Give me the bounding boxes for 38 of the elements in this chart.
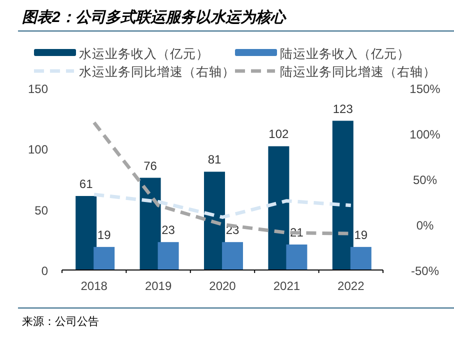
legend-label: 水运业务同比增速（右轴）	[79, 65, 235, 79]
x-tick-label: 2022	[338, 279, 365, 293]
bar	[350, 246, 372, 270]
y2-tick-label: 0%	[416, 218, 434, 232]
x-tick-label: 2020	[209, 279, 236, 293]
legend-label: 陆运业务同比增速（右轴）	[280, 65, 436, 79]
legend-label: 陆运业务收入（亿元）	[280, 47, 410, 61]
data-label: 19	[354, 228, 368, 242]
data-label: 23	[162, 223, 176, 238]
data-label: 61	[79, 176, 94, 191]
bar	[94, 246, 115, 270]
data-label: 102	[268, 127, 290, 142]
data-label: 123	[332, 102, 354, 116]
y-tick-label: 50	[34, 203, 48, 218]
bar	[76, 196, 97, 270]
chart-title: 图表2：公司多式联运服务以水运为核心	[22, 8, 288, 26]
bar	[222, 242, 243, 270]
bar	[332, 120, 354, 270]
x-tick-label: 2019	[144, 279, 172, 293]
y-tick-label: 150	[28, 82, 48, 96]
bar	[268, 146, 290, 270]
bar	[286, 244, 308, 270]
bar	[204, 172, 225, 270]
y2-tick-label: 50%	[412, 173, 438, 187]
x-tick-label: 2021	[273, 279, 300, 293]
legend-label: 水运业务收入（亿元）	[79, 47, 209, 61]
source-note: 来源：公司公告	[22, 315, 99, 328]
y2-tick-label: -50%	[410, 264, 440, 278]
line-series	[92, 192, 353, 219]
y-tick-label: 0	[41, 264, 48, 278]
x-tick-label: 2018	[80, 279, 108, 293]
y2-tick-label: 150%	[410, 82, 441, 96]
data-label: 76	[144, 158, 158, 173]
data-label: 81	[208, 152, 222, 167]
y-tick-label: 100	[28, 142, 48, 157]
y2-tick-label: 100%	[410, 128, 441, 142]
data-label: 19	[97, 228, 112, 242]
bar	[158, 242, 179, 270]
